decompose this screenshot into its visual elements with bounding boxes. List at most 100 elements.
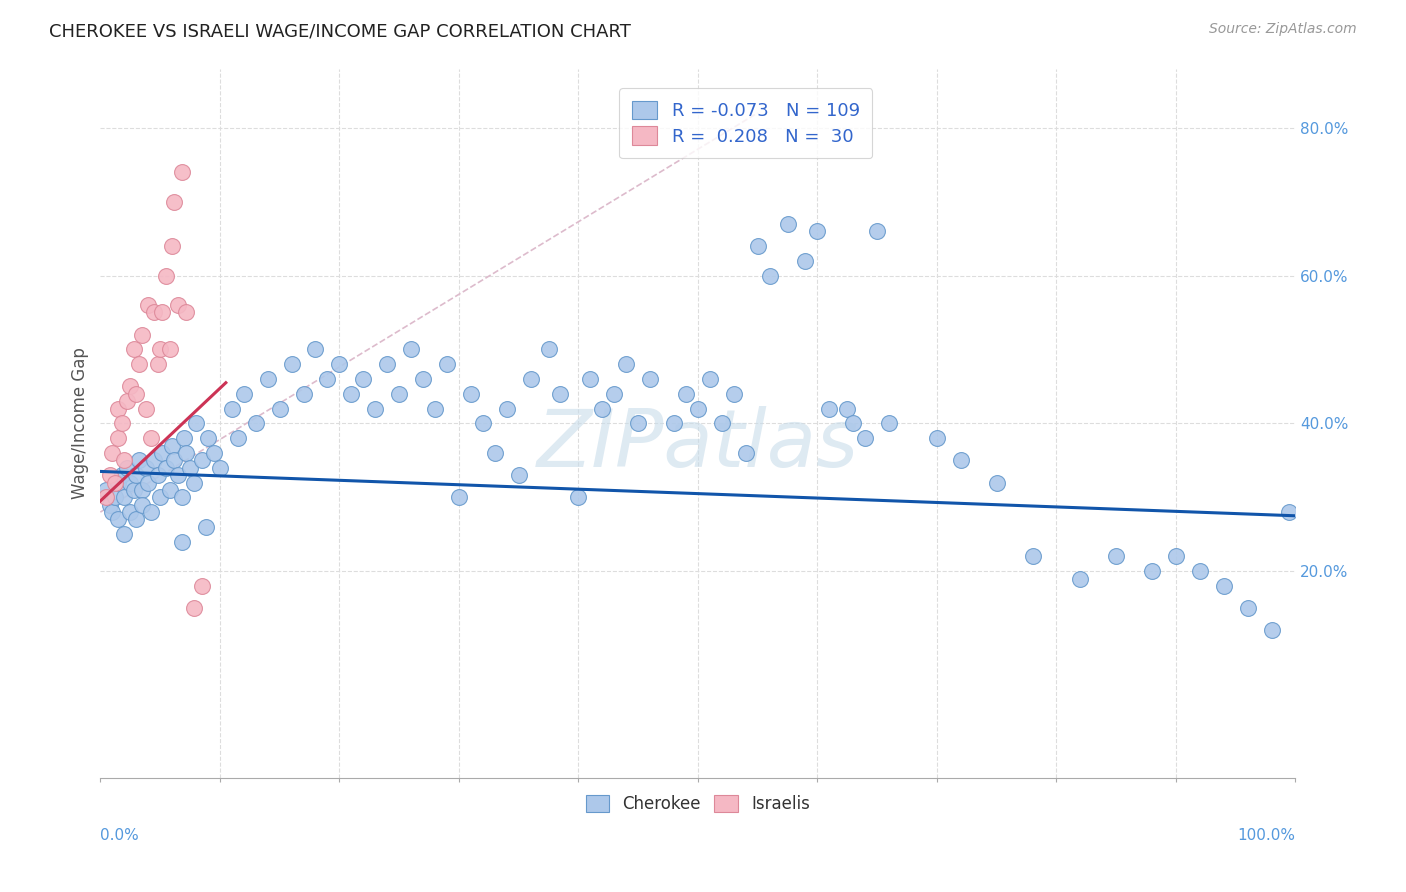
Point xyxy=(699,372,721,386)
Point xyxy=(152,446,174,460)
Point xyxy=(160,239,183,253)
Point xyxy=(853,431,876,445)
Point xyxy=(776,217,799,231)
Point xyxy=(734,446,756,460)
Point xyxy=(179,460,201,475)
Point xyxy=(176,305,198,319)
Point xyxy=(163,194,186,209)
Point xyxy=(423,401,446,416)
Point xyxy=(723,386,745,401)
Point xyxy=(98,468,121,483)
Point xyxy=(304,343,326,357)
Point xyxy=(627,417,650,431)
Point xyxy=(136,298,159,312)
Point xyxy=(256,372,278,386)
Point xyxy=(579,372,602,386)
Point xyxy=(125,512,148,526)
Text: Source: ZipAtlas.com: Source: ZipAtlas.com xyxy=(1209,22,1357,37)
Point xyxy=(603,386,626,401)
Point xyxy=(131,327,153,342)
Point xyxy=(837,401,859,416)
Point xyxy=(107,512,129,526)
Text: 0.0%: 0.0% xyxy=(100,828,139,843)
Point xyxy=(170,534,193,549)
Point xyxy=(191,453,214,467)
Point xyxy=(107,475,129,490)
Point xyxy=(143,305,166,319)
Point xyxy=(149,343,172,357)
Point xyxy=(818,401,841,416)
Point xyxy=(128,357,150,371)
Point xyxy=(183,475,205,490)
Point xyxy=(221,401,243,416)
Point xyxy=(202,446,225,460)
Point xyxy=(111,417,134,431)
Point xyxy=(399,343,422,357)
Point xyxy=(412,372,434,386)
Point xyxy=(316,372,339,386)
Point xyxy=(550,386,572,401)
Point xyxy=(167,298,190,312)
Point xyxy=(159,483,181,497)
Text: ZIPatlas: ZIPatlas xyxy=(537,406,859,483)
Point xyxy=(101,446,124,460)
Point xyxy=(115,394,138,409)
Point xyxy=(170,165,193,179)
Point xyxy=(1164,549,1187,564)
Point xyxy=(183,601,205,615)
Point xyxy=(925,431,948,445)
Point xyxy=(160,439,183,453)
Point xyxy=(519,372,541,386)
Point xyxy=(269,401,291,416)
Point xyxy=(949,453,972,467)
Point xyxy=(447,491,470,505)
Point xyxy=(1140,564,1163,578)
Point xyxy=(375,357,398,371)
Point xyxy=(662,417,685,431)
Point xyxy=(747,239,769,253)
Point xyxy=(135,401,157,416)
Point xyxy=(135,460,157,475)
Point xyxy=(364,401,387,416)
Point xyxy=(170,491,193,505)
Point xyxy=(758,268,780,283)
Point xyxy=(1021,549,1043,564)
Point xyxy=(328,357,350,371)
Point xyxy=(614,357,637,371)
Point xyxy=(112,527,135,541)
Point xyxy=(131,483,153,497)
Point xyxy=(1260,624,1282,638)
Point xyxy=(120,505,142,519)
Point xyxy=(208,460,231,475)
Point xyxy=(122,483,145,497)
Point xyxy=(245,417,267,431)
Legend: Cherokee, Israelis: Cherokee, Israelis xyxy=(576,785,820,823)
Point xyxy=(460,386,482,401)
Point xyxy=(471,417,494,431)
Point xyxy=(1188,564,1211,578)
Point xyxy=(167,468,190,483)
Point xyxy=(986,475,1008,490)
Point xyxy=(139,431,162,445)
Point xyxy=(184,417,207,431)
Point xyxy=(675,386,697,401)
Point xyxy=(842,417,865,431)
Point xyxy=(173,431,195,445)
Point xyxy=(388,386,411,401)
Point xyxy=(226,431,249,445)
Text: 100.0%: 100.0% xyxy=(1237,828,1295,843)
Point xyxy=(139,505,162,519)
Point xyxy=(1236,601,1258,615)
Point xyxy=(146,357,169,371)
Point xyxy=(125,386,148,401)
Point xyxy=(292,386,315,401)
Point xyxy=(159,343,181,357)
Point xyxy=(710,417,733,431)
Point xyxy=(155,268,177,283)
Point xyxy=(112,491,135,505)
Point xyxy=(96,483,118,497)
Point xyxy=(484,446,506,460)
Point xyxy=(136,475,159,490)
Point xyxy=(122,343,145,357)
Point xyxy=(877,417,900,431)
